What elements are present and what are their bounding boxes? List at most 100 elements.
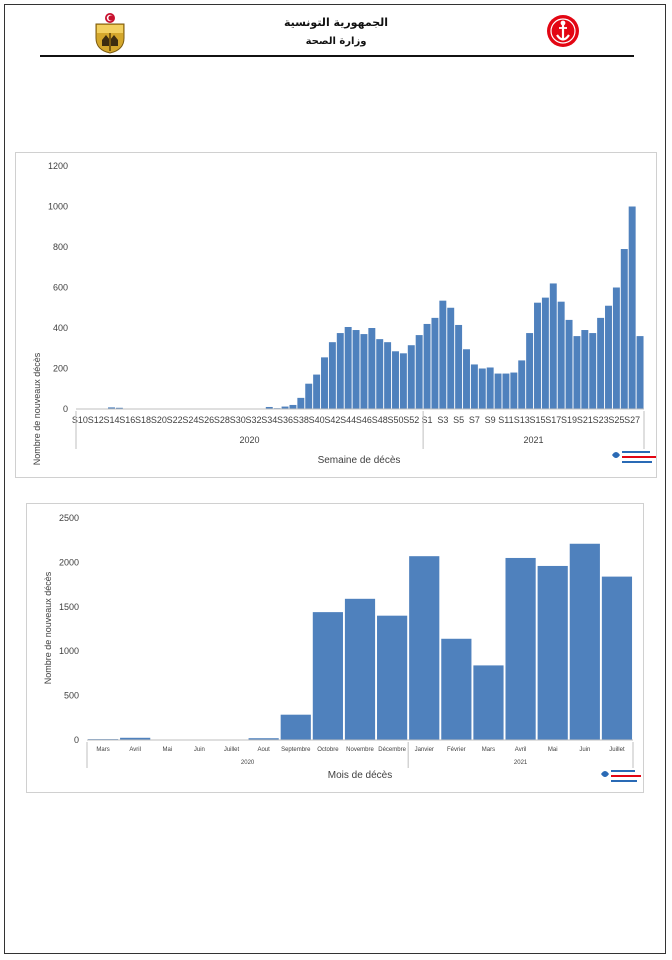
bar (360, 334, 368, 409)
bar (541, 297, 549, 409)
bar (248, 738, 279, 740)
bar (505, 557, 536, 740)
x-tick-label: S15 (529, 415, 545, 425)
x-tick-label: S1 (422, 415, 433, 425)
bar (108, 407, 115, 409)
bar (597, 317, 605, 409)
bar (265, 406, 273, 409)
bar (502, 373, 510, 409)
bar (336, 333, 344, 409)
weekly-deaths-chart: 0 200 400 600 800 1000 1200 S10 S12 S14 S16 S18 S20 S… (15, 152, 657, 478)
bar (526, 333, 534, 409)
bar (605, 305, 612, 409)
x-tick-label: Février (447, 747, 466, 753)
x-tick-label: S14 (103, 415, 119, 425)
x-tick-label: S23 (593, 415, 609, 425)
x-tick-label: S22 (167, 415, 183, 425)
x-tick-label: S40 (309, 415, 325, 425)
bar (377, 615, 408, 740)
header-title-line2: وزارة الصحة (305, 36, 367, 47)
x-tick-label: S25 (608, 415, 624, 425)
x-tick-label: S20 (151, 415, 167, 425)
bar (478, 368, 486, 409)
ministry-of-health-emblem-icon (547, 15, 579, 47)
bar (368, 328, 376, 409)
bar (612, 287, 620, 409)
bar (569, 543, 600, 740)
bar (447, 307, 455, 409)
y-tick-label: 200 (53, 364, 68, 374)
y-tick-label: 1000 (48, 202, 68, 212)
x-tick-label: S12 (88, 415, 104, 425)
x-tick-label: S5 (453, 415, 464, 425)
bar (305, 383, 313, 409)
x-tick-label: Mai (162, 747, 172, 753)
y-tick-label: 1200 (48, 161, 68, 171)
x-tick-label: S34 (261, 415, 277, 425)
bar (439, 300, 447, 409)
bar (328, 342, 336, 409)
bar (399, 353, 407, 409)
x-tick-label: S52 (403, 415, 419, 425)
bar (376, 339, 384, 409)
x-tick-label: Janvier (415, 747, 434, 753)
bar (455, 324, 463, 409)
y-tick-label: 2000 (59, 557, 79, 567)
bar (120, 737, 151, 740)
x-tick-label: S18 (135, 415, 151, 425)
bar (344, 326, 352, 409)
bar (486, 367, 494, 409)
group-label: 2021 (514, 760, 528, 766)
chart1-xlabel: Semaine de décès (318, 455, 401, 466)
bar (313, 374, 321, 409)
y-tick-label: 800 (53, 242, 68, 252)
x-tick-label: S28 (214, 415, 230, 425)
monthly-deaths-chart: 0 500 1000 1500 2000 2500 Mars Avril Mai Juin Juil… (26, 503, 644, 793)
x-tick-label: S50 (387, 415, 403, 425)
bar (470, 364, 478, 409)
y-tick-label: 0 (63, 404, 68, 414)
x-tick-label: S17 (545, 415, 561, 425)
x-tick-label: S9 (485, 415, 496, 425)
x-tick-label: S42 (324, 415, 340, 425)
y-tick-label: 400 (53, 323, 68, 333)
x-tick-label: Décembre (378, 747, 406, 753)
x-tick-label: Novembre (346, 747, 374, 753)
bar (628, 206, 636, 409)
bar (473, 665, 504, 740)
x-tick-label: S26 (198, 415, 214, 425)
x-tick-label: S3 (437, 415, 448, 425)
x-tick-label: S24 (182, 415, 198, 425)
x-tick-label: S48 (372, 415, 388, 425)
bar (573, 336, 581, 409)
x-tick-label: S13 (514, 415, 530, 425)
y-tick-label: 500 (64, 691, 79, 701)
bar (494, 373, 502, 409)
x-tick-label: Avril (515, 747, 527, 753)
header-title-line1: الجمهورية التونسية (283, 16, 389, 29)
y-tick-label: 1000 (59, 646, 79, 656)
x-tick-label: S11 (498, 415, 513, 425)
x-tick-label: S7 (469, 415, 480, 425)
x-tick-label: S27 (624, 415, 640, 425)
chart2-xlabel: Mois de décès (328, 770, 392, 781)
bar (518, 360, 526, 409)
bar (384, 342, 392, 409)
bar (463, 349, 470, 409)
x-tick-label: Octobre (317, 747, 339, 753)
bar (557, 301, 565, 409)
monthly-deaths-chart-svg: 0 500 1000 1500 2000 2500 Mars Avril Mai Juin Juil… (43, 513, 641, 782)
bar (636, 336, 644, 409)
x-tick-label: S10 (72, 415, 88, 425)
x-tick-label: S46 (356, 415, 372, 425)
bar (549, 283, 557, 409)
tunisia-coat-of-arms-icon (95, 13, 125, 54)
bar (620, 249, 628, 409)
y-tick-label: 1500 (59, 602, 79, 612)
chart2-ylabel: Nombre de nouveaux décès (43, 571, 53, 684)
bar (581, 330, 589, 409)
x-tick-label: S21 (577, 415, 593, 425)
x-tick-label: Mai (548, 747, 558, 753)
chart1-ylabel: Nombre de nouveaux décès (32, 352, 42, 465)
